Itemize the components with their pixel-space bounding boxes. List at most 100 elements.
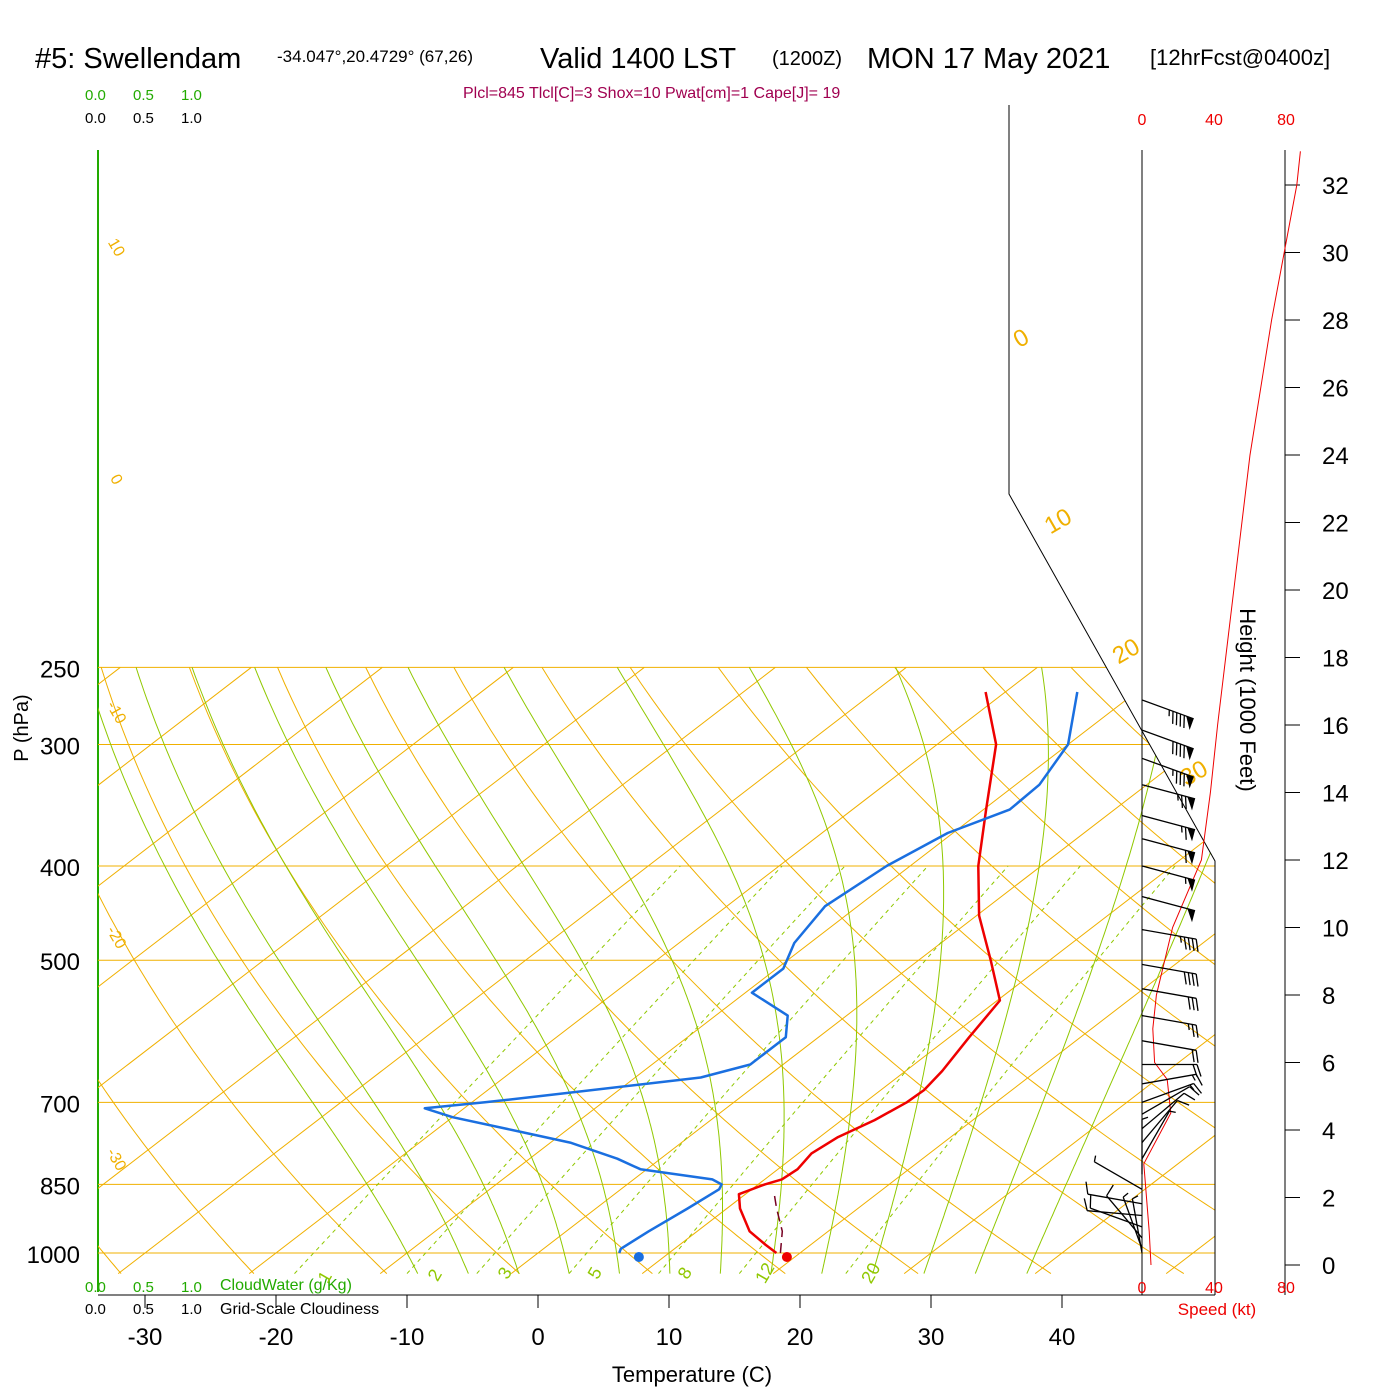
mixing-ratio-line [406,865,783,1274]
date-text: MON 17 May 2021 [867,43,1110,75]
mixing-ratio-label: 3 [494,1264,516,1283]
wind-barb [1141,1073,1203,1086]
x-axis-title: Temperature (C) [612,1362,772,1387]
cloudwater-tick: 1.0 [181,1279,202,1296]
wind-barb-feather [1106,1184,1114,1197]
height-tick-label: 8 [1322,983,1335,1010]
height-tick-label: 0 [1322,1253,1335,1280]
wind-barb-shaft [1141,1040,1197,1051]
wind-barb [1141,729,1194,761]
wind-barb [1093,1155,1143,1190]
dry-adiabat [1336,667,1400,1273]
wind-barb-shaft [1106,1195,1143,1239]
temp-tick-label: -10 [390,1324,425,1351]
height-axis-title: Height (1000 Feet) [1235,608,1260,791]
moist-adiabat [98,667,419,1274]
cloudwater-tick: 0.5 [133,1279,154,1296]
moist-adiabat [923,667,1049,1274]
isotherm-line [379,667,1169,1275]
dry-adiabat [894,667,1215,1275]
wind-barb-shaft [1141,1073,1197,1085]
height-tick-label: 28 [1322,308,1349,335]
wind-barb-shaft [1094,1161,1143,1190]
wind-barb-half-feather [1122,1192,1129,1198]
wind-barb-shaft [1141,699,1194,720]
isotherm-label: -30 [103,1145,129,1174]
pressure-tick-label: 300 [40,733,80,760]
height-tick-label: 22 [1322,511,1349,538]
wind-barb-shaft [1141,1086,1190,1115]
wind-barb-half-feather [1141,1116,1149,1120]
wind-barb-feather [1191,1024,1195,1037]
height-tick-label: 30 [1322,241,1349,268]
mixing-ratio-line [476,865,846,1274]
cloudwater-legend-bottom: 0.0 0.5 1.0 CloudWater (g/Kg) 0.0 0.5 1.… [85,1277,379,1318]
dry-adiabat [98,667,388,1274]
dry-adiabat [365,667,919,1275]
wind-barb-shaft [1141,895,1196,912]
dry-adiabat [188,667,653,1274]
moist-adiabat [503,667,723,1274]
dry-adiabat [277,667,786,1274]
wind-barb-shaft [1141,928,1197,940]
wind-barb [1141,865,1196,892]
isotherm-label: -10 [103,698,129,727]
wind-barb-shaft [1087,1193,1143,1205]
temp-tick-label: 0 [531,1324,544,1351]
wind-barb-feather [1191,997,1195,1011]
wind-barb [1141,1110,1176,1160]
temperature-line [737,691,1002,1254]
wind-barb-feather [1189,1086,1200,1096]
pressure-tick-label: 700 [40,1091,80,1118]
isotherm-line [117,667,907,1275]
moist-adiabat [325,667,620,1274]
pressure-tick-label: 1000 [27,1242,80,1269]
wind-barb-half-feather [1191,1074,1196,1081]
parcel-line [773,1194,784,1254]
wind-barb-shaft [1141,1110,1171,1160]
mixing-ratio-line [845,865,1176,1274]
height-tick-label: 6 [1322,1051,1335,1078]
isotherm-line [98,667,252,1275]
mixing-ratio-label: 5 [584,1264,606,1283]
mixing-ratio-label: 12 [751,1259,778,1286]
wind-barb-half-feather [1179,936,1182,943]
wind-barb-feather [1083,1198,1088,1211]
height-tick-label: 4 [1322,1118,1335,1145]
dry-adiabat [806,667,1215,1275]
wind-barb-shaft [1141,729,1194,750]
isotherm-label: 0 [106,472,125,488]
surface-temperature-dot [781,1252,792,1262]
wind-barb [1141,757,1194,789]
speed-tick-label: 0 [1138,1280,1147,1297]
pressure-tick-label: 400 [40,855,80,882]
valid-time: Valid 1400 LST [540,43,736,75]
isotherm-line [98,667,383,1275]
isotherm-line [1034,667,1215,1275]
height-tick-label: 14 [1322,781,1349,808]
moist-adiabat [872,667,945,1274]
speed-tick-label: 0 [1138,112,1147,129]
cloudiness-tick: 0.5 [133,1301,154,1318]
speed-tick-label: 40 [1205,112,1223,129]
wind-barb [1141,963,1199,987]
dry-adiabat [453,667,1052,1275]
wind-barb-shaft [1141,757,1194,778]
wind-barb-shaft [1141,1082,1194,1103]
wind-barb [1083,1198,1143,1217]
sounding-series [423,151,1301,1266]
wind-barb [1141,1040,1199,1063]
zulu-time: (1200Z) [772,48,842,70]
wind-barb-feather [1180,795,1184,808]
wind-barb-half-feather [1132,1195,1139,1200]
isotherm-line [98,667,514,1275]
dry-adiabat [629,667,1215,1275]
speed-tick-label: 80 [1277,112,1295,129]
dry-adiabat [98,667,255,1274]
isotherm-line [1165,667,1215,1275]
mixing-ratio-line [568,865,929,1274]
height-tick-label: 12 [1322,848,1349,875]
temp-tick-label: 40 [1049,1324,1076,1351]
moist-adiabat [407,667,671,1274]
